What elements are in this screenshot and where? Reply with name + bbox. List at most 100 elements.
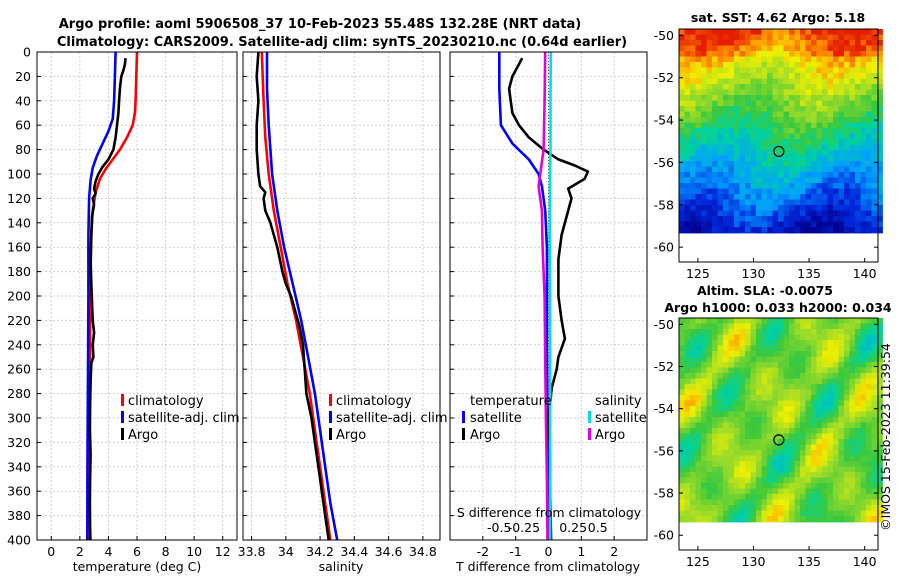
- map-cell: [800, 455, 806, 462]
- map-cell: [827, 516, 834, 522]
- map-cell: [844, 62, 850, 68]
- map-cell: [822, 450, 828, 456]
- map-cell: [877, 367, 883, 374]
- map-cell: [739, 194, 746, 200]
- map-cell: [756, 188, 762, 195]
- map-cell: [712, 29, 718, 35]
- map-cell: [706, 433, 713, 440]
- map-cell: [739, 450, 746, 456]
- map-cell: [866, 450, 872, 456]
- map-cell: [706, 51, 713, 57]
- map-cell: [794, 51, 801, 57]
- map-cell: [684, 133, 691, 140]
- map-cell: [877, 356, 883, 363]
- map-cell: [783, 117, 790, 123]
- map-cell: [800, 122, 806, 129]
- map-cell: [866, 351, 872, 357]
- map-cell: [816, 345, 823, 352]
- map-cell: [778, 461, 784, 467]
- map-cell: [877, 378, 883, 385]
- map-cell: [728, 227, 735, 233]
- map-cell: [684, 56, 691, 63]
- map-cell: [756, 155, 762, 162]
- map-cell: [811, 117, 817, 123]
- map-cell: [739, 67, 746, 74]
- map-cell: [734, 318, 740, 324]
- map-cell: [684, 444, 691, 451]
- map-cell: [778, 466, 784, 473]
- map-cell: [844, 177, 850, 184]
- map-cell: [706, 177, 713, 184]
- map-cell: [789, 166, 795, 173]
- map-cell: [827, 345, 834, 352]
- legend-climatology-swatch: [121, 394, 124, 406]
- map-cell: [717, 56, 724, 63]
- map-cell: [750, 194, 757, 200]
- map-cell: [706, 106, 713, 112]
- map-cell: [844, 450, 850, 456]
- map-cell: [860, 477, 867, 484]
- map-cell: [844, 433, 850, 440]
- map-cell: [871, 510, 878, 517]
- map-cell: [767, 34, 773, 41]
- map-cell: [877, 210, 883, 217]
- map-cell: [811, 422, 817, 429]
- map-cell: [767, 232, 773, 234]
- map-cell: [728, 334, 735, 341]
- map-cell: [838, 117, 845, 123]
- map-cell: [833, 395, 839, 401]
- map-cell: [745, 318, 751, 324]
- map-cell: [844, 56, 850, 63]
- map-cell: [772, 455, 779, 462]
- map-cell: [690, 505, 696, 511]
- map-cell: [739, 199, 746, 206]
- map-cell: [838, 89, 845, 96]
- map-cell: [844, 455, 850, 462]
- map-cell: [789, 144, 795, 151]
- map-cell: [844, 155, 850, 162]
- map-cell: [712, 406, 718, 412]
- map-cell: [690, 117, 696, 123]
- map-cell: [712, 461, 718, 467]
- map-cell: [811, 362, 817, 368]
- map-cell: [750, 417, 757, 423]
- map-cell: [723, 334, 729, 341]
- map-cell: [849, 177, 856, 184]
- map-cell: [877, 389, 883, 396]
- map-cell: [706, 345, 713, 352]
- legend-climatology: climatology: [336, 394, 412, 409]
- map-cell: [855, 329, 861, 335]
- map-cell: [783, 45, 790, 52]
- map-cell: [794, 128, 801, 134]
- map-cell: [849, 40, 856, 46]
- map-cell: [811, 73, 817, 79]
- map-cell: [800, 494, 806, 500]
- map-cell: [695, 133, 702, 140]
- map-cell: [811, 106, 817, 112]
- map-cell: [750, 133, 757, 140]
- map-cell: [745, 417, 751, 423]
- map-cell: [816, 56, 823, 63]
- map-cell: [827, 40, 834, 46]
- map-cell: [822, 378, 828, 385]
- map-cell: [800, 400, 806, 407]
- map-cell: [783, 516, 790, 522]
- map-cell: [756, 494, 762, 500]
- map-cell: [723, 450, 729, 456]
- map-cell: [750, 483, 757, 489]
- map-cell: [734, 323, 740, 330]
- map-cell: [877, 318, 883, 324]
- map-cell: [684, 188, 691, 195]
- map-cell: [811, 232, 817, 234]
- map-cell: [860, 340, 867, 346]
- map-cell: [723, 329, 729, 335]
- map-cell: [805, 422, 812, 429]
- map-cell: [871, 373, 878, 379]
- map-cell: [761, 95, 768, 101]
- map-cell: [816, 139, 823, 145]
- map-cell: [805, 183, 812, 189]
- map-cell: [761, 89, 768, 96]
- map-cell: [695, 406, 702, 412]
- map-cell: [866, 122, 872, 129]
- legend-s-satellite: satellite: [595, 411, 647, 426]
